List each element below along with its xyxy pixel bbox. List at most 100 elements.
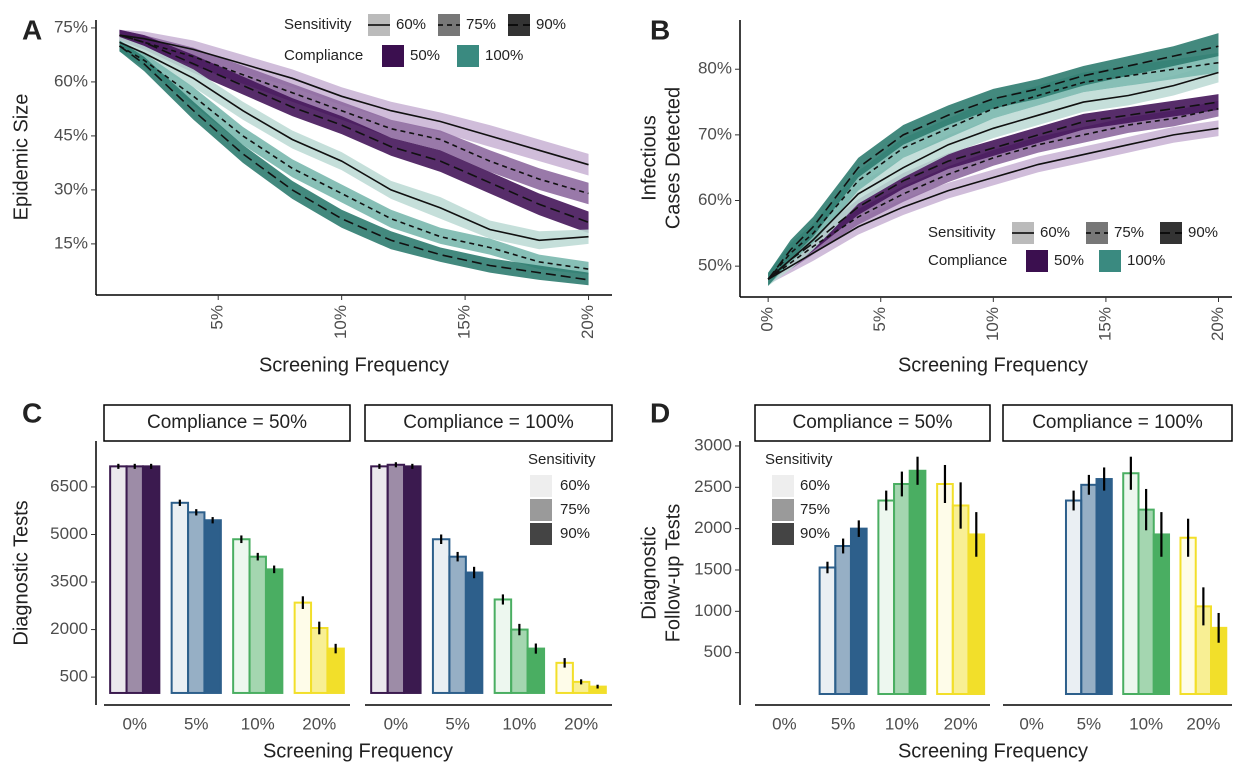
legend-swatch: [530, 523, 552, 545]
bar: [1095, 478, 1113, 696]
bar: [834, 545, 852, 696]
x-tick-label: 20%: [1208, 307, 1227, 341]
line: [767, 127, 1219, 280]
legend-swatch: [772, 499, 794, 521]
legend-label: 90%: [1188, 224, 1218, 241]
x-tick-label: 5%: [445, 714, 470, 733]
bar: [849, 527, 868, 696]
bar: [403, 465, 422, 694]
y-tick-label: 1500: [694, 559, 732, 578]
x-tick-label: 5%: [184, 714, 209, 733]
y-tick-label: 70%: [698, 124, 732, 143]
legend-swatch: [530, 475, 552, 497]
y-tick-label: 2000: [694, 518, 732, 537]
facet-title: Compliance = 100%: [1032, 412, 1203, 433]
facet-strip: [1002, 404, 1233, 442]
x-tick-label: 10%: [241, 714, 275, 733]
legend-title: Sensitivity: [528, 451, 596, 468]
bar: [908, 469, 927, 696]
facet-strip: [364, 404, 613, 442]
legend-label: 50%: [1054, 252, 1084, 269]
legend-label: 60%: [560, 477, 590, 494]
x-tick-label: 0%: [384, 714, 409, 733]
x-tick-label: 20%: [302, 714, 336, 733]
bar: [818, 566, 837, 696]
bar: [310, 626, 329, 694]
bar: [370, 465, 389, 694]
legend-swatch: [1099, 250, 1121, 272]
bar: [1122, 472, 1140, 696]
line: [767, 45, 1219, 280]
bar: [293, 601, 313, 694]
panel-label: A: [22, 14, 42, 45]
legend-label: 90%: [560, 525, 590, 542]
ribbon: [768, 94, 1219, 285]
legend-label: 75%: [1114, 224, 1144, 241]
panel-label: D: [650, 397, 670, 428]
bar: [431, 538, 451, 694]
y-tick-label: 6500: [50, 476, 88, 495]
legend-label: 50%: [410, 47, 440, 64]
y-tick-label: 2500: [694, 477, 732, 496]
facet-title: Compliance = 50%: [792, 412, 952, 433]
ribbon: [768, 33, 1219, 286]
legend-title: Compliance: [928, 252, 1007, 269]
line: [119, 34, 589, 224]
bar: [448, 555, 467, 694]
bar: [493, 598, 513, 694]
legend-swatch: [508, 14, 530, 36]
y-tick-label: 3000: [694, 435, 732, 454]
legend-label: 100%: [485, 47, 523, 64]
y-tick-label: 1000: [694, 601, 732, 620]
facet-title: Compliance = 50%: [147, 412, 307, 433]
y-axis-title: Epidemic Size: [10, 94, 32, 221]
legend-label: 75%: [800, 501, 830, 518]
y-tick-label: 30%: [54, 179, 88, 198]
bar: [187, 511, 206, 694]
x-tick-label: 15%: [1095, 307, 1114, 341]
y-tick-label: 3500: [50, 572, 88, 591]
x-tick-label: 10%: [331, 305, 350, 339]
bar: [893, 482, 911, 696]
x-axis-title: Screening Frequency: [259, 354, 449, 376]
x-tick-label: 10%: [1129, 714, 1163, 733]
x-tick-label: 5%: [208, 305, 227, 330]
y-tick-label: 60%: [698, 190, 732, 209]
bar: [464, 571, 484, 694]
x-tick-label: 20%: [578, 305, 597, 339]
x-tick-label: 20%: [944, 714, 978, 733]
line: [118, 45, 589, 281]
bar: [264, 568, 284, 694]
legend-swatch: [772, 475, 794, 497]
legend-title: Sensitivity: [765, 451, 833, 468]
bar: [203, 519, 222, 694]
facet-strip: [103, 404, 351, 442]
legend-label: 90%: [800, 525, 830, 542]
facet-strip: [754, 404, 991, 442]
x-tick-label: 5%: [870, 307, 889, 332]
x-tick-label: 5%: [1077, 714, 1102, 733]
facet-title: Compliance = 100%: [403, 412, 574, 433]
legend-label: 100%: [1127, 252, 1165, 269]
bar: [109, 465, 128, 694]
legend-label: 60%: [800, 477, 830, 494]
legend-swatch: [457, 45, 479, 67]
bar: [1152, 533, 1171, 696]
y-axis-title: Infectious: [638, 115, 660, 201]
x-tick-label: 10%: [502, 714, 536, 733]
x-tick-label: 15%: [455, 305, 474, 339]
x-tick-label: 5%: [831, 714, 856, 733]
y-tick-label: 60%: [54, 71, 88, 90]
x-axis-title: Screening Frequency: [263, 740, 453, 762]
bar: [1137, 508, 1155, 696]
line: [119, 41, 589, 242]
y-tick-label: 50%: [698, 256, 732, 275]
legend-title: Sensitivity: [284, 16, 352, 33]
y-tick-label: 5000: [50, 524, 88, 543]
panel-label: C: [22, 397, 42, 428]
legend-label: 75%: [466, 16, 496, 33]
y-tick-label: 500: [60, 667, 88, 686]
x-axis-title: Screening Frequency: [898, 354, 1088, 376]
bar: [170, 501, 190, 694]
